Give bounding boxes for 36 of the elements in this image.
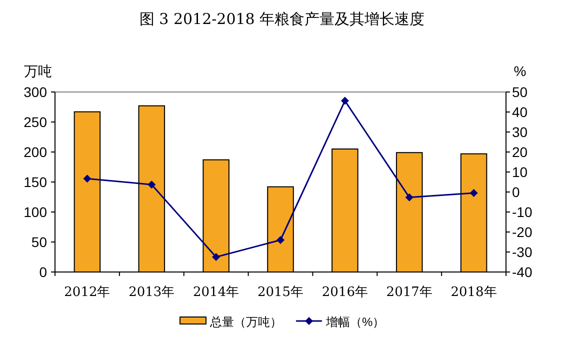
y2-tick-label: -10 bbox=[512, 204, 532, 220]
point bbox=[405, 193, 414, 202]
y2-tick-label: 20 bbox=[512, 144, 528, 160]
legend-label: 增幅（%） bbox=[325, 315, 385, 329]
x-tick-label: 2012年 bbox=[64, 285, 110, 300]
x-tick-label: 2017年 bbox=[386, 285, 432, 300]
y2-tick-label: 30 bbox=[512, 124, 528, 140]
point bbox=[212, 253, 220, 261]
y-tick-label: 300 bbox=[24, 84, 48, 100]
x-tick-label: 2016年 bbox=[322, 285, 368, 300]
y2-tick-label: -30 bbox=[512, 244, 532, 260]
y-tick-label: 50 bbox=[31, 234, 48, 250]
point bbox=[470, 189, 478, 197]
point bbox=[276, 236, 284, 244]
y-tick-label: 100 bbox=[24, 204, 48, 220]
y-tick-label: 150 bbox=[24, 174, 48, 190]
y2-tick-label: -40 bbox=[512, 264, 532, 280]
y2-axis-title: % bbox=[514, 63, 526, 79]
y2-tick-label: 10 bbox=[512, 164, 528, 180]
x-tick-label: 2013年 bbox=[128, 285, 175, 300]
y-axis-title: 万吨 bbox=[24, 63, 52, 79]
legend-label: 总量（万吨） bbox=[209, 315, 282, 329]
chart-title: 图 3 2012-2018 年粮食产量及其增长速度 bbox=[139, 10, 425, 28]
y2-tick-label: 0 bbox=[512, 184, 520, 200]
point bbox=[83, 174, 92, 183]
point bbox=[340, 96, 349, 105]
y-tick-label: 200 bbox=[24, 144, 48, 160]
y2-tick-label: -20 bbox=[512, 224, 532, 240]
x-tick-label: 2018年 bbox=[450, 285, 497, 300]
x-tick-label: 2015年 bbox=[257, 285, 304, 300]
y2-tick-label: 40 bbox=[512, 104, 528, 120]
x-tick-label: 2014年 bbox=[193, 285, 240, 300]
point bbox=[148, 180, 156, 189]
y-tick-label: 250 bbox=[24, 114, 48, 130]
y2-tick-label: 50 bbox=[512, 84, 528, 100]
y-tick-label: 0 bbox=[39, 264, 48, 280]
